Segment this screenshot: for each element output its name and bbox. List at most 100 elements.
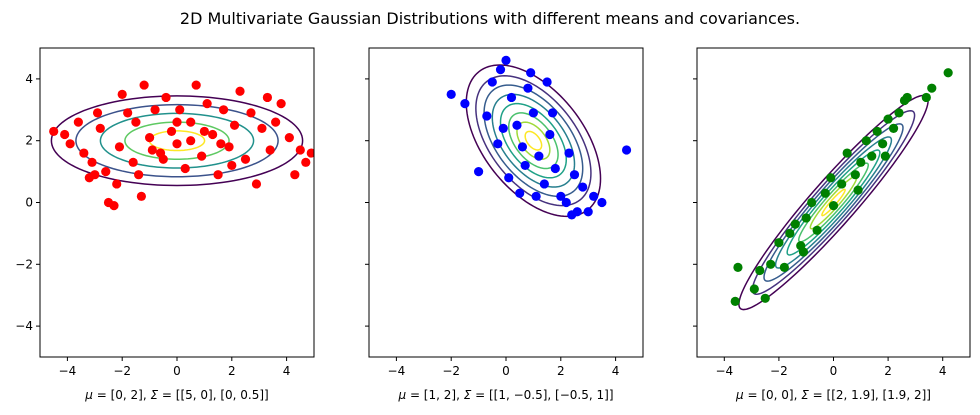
subplot-2: −4 −2 0 2 4 μ = [1, 2], Σ = [[1, −0.5], [−0.5… [365, 47, 644, 402]
scatter-point [512, 120, 522, 130]
scatter-point [186, 136, 196, 146]
contour-lines [738, 94, 929, 311]
scatter-point [180, 163, 190, 174]
scatter-point [213, 170, 223, 180]
scatter-point [572, 207, 582, 217]
scatter-point [101, 167, 111, 177]
scatter-point [921, 92, 931, 103]
scatter-point [295, 145, 305, 155]
scatter-point [147, 145, 157, 155]
scatter-point [779, 262, 789, 272]
scatter-point [790, 219, 800, 229]
contour-line [516, 121, 551, 160]
scatter-point [49, 126, 59, 137]
scatter-point [542, 77, 552, 87]
scatter-point [621, 145, 632, 155]
scatter-point [202, 99, 212, 109]
scatter-point [498, 123, 508, 133]
scatter-point [172, 139, 182, 149]
scatter-point [564, 148, 574, 158]
x-tick-label: 2 [228, 364, 236, 378]
scatter-point [730, 296, 740, 306]
x-tick-label: −2 [113, 364, 131, 378]
scatter-point [191, 80, 201, 90]
scatter-point [820, 188, 830, 198]
contour-line [786, 149, 881, 256]
scatter-point [60, 129, 70, 140]
scatter-point [216, 139, 226, 149]
contour-line [738, 94, 929, 311]
scatter-point [218, 105, 229, 115]
contour-line [763, 123, 904, 282]
x-tick-label: 4 [283, 364, 291, 378]
scatter-point [150, 105, 160, 115]
scatter-point [583, 207, 593, 217]
scatter-point [117, 89, 127, 99]
scatter-point [224, 142, 234, 152]
scatter-point [128, 157, 138, 167]
scatter-point [523, 83, 533, 93]
scatter-point [265, 145, 275, 155]
scatter-point [504, 173, 514, 183]
contour-line [475, 75, 592, 207]
scatter-point [271, 117, 281, 127]
scatter-point [812, 225, 822, 235]
scatter-point [92, 108, 103, 118]
scatter-point [880, 151, 890, 161]
x-tick-label: 0 [173, 364, 181, 378]
scatter-point [123, 108, 133, 118]
plot-area [730, 68, 953, 311]
scatter-point [872, 126, 882, 137]
y-tick-label: −4 [15, 319, 33, 333]
subplot-1: −4 −2 0 2 4 −4 −2 0 2 4 μ = [0, 2], Σ = [[5, 0], [… [15, 47, 315, 402]
contour-line [524, 130, 543, 151]
scatter-point [301, 157, 311, 167]
scatter-point [186, 117, 196, 127]
scatter-point [139, 80, 149, 90]
scatter-point [95, 123, 105, 133]
x-tick-label: −4 [388, 364, 406, 378]
contour-line [483, 84, 584, 198]
scatter-point [306, 148, 314, 158]
scatter-point [114, 142, 125, 152]
scatter-point [109, 200, 119, 211]
scatter-point [79, 148, 89, 158]
scatter-point [807, 197, 817, 208]
y-tick-label: 4 [25, 72, 33, 86]
scatter-point [850, 170, 860, 180]
y-tick-label: −2 [15, 257, 33, 271]
scatter-point [474, 167, 484, 177]
scatter-point [262, 92, 273, 103]
scatter-point [90, 170, 100, 180]
x-tick-label: −4 [715, 364, 733, 378]
x-axis-label: μ = [0, 2], Σ = [[5, 0], [0, 0.5]] [84, 388, 268, 402]
scatter-point [515, 188, 525, 198]
y-tick-label: 0 [25, 196, 33, 210]
x-tick-label: 2 [557, 364, 565, 378]
scatter-point [785, 228, 795, 238]
scatter-point [197, 151, 207, 161]
scatter-point [520, 160, 530, 171]
scatter-point [446, 89, 456, 99]
axes-frame [39, 47, 315, 358]
x-tick-label: −4 [59, 364, 77, 378]
scatter-point [257, 123, 267, 133]
scatter-point [856, 157, 866, 167]
scatter-point [853, 185, 863, 195]
scatter-point [927, 83, 937, 93]
figure-suptitle: 2D Multivariate Gaussian Distributions w… [180, 9, 800, 28]
scatter-point [528, 108, 539, 118]
x-tick-label: 2 [884, 364, 892, 378]
scatter-point [65, 139, 75, 149]
scatter-point [240, 154, 251, 164]
scatter-point [112, 179, 122, 189]
scatter-point [493, 139, 503, 149]
scatter-point [569, 170, 580, 180]
scatter-point [801, 213, 811, 223]
y-tick-label: 2 [25, 134, 33, 148]
scatter-point [161, 92, 171, 103]
scatter-point [842, 148, 852, 158]
scatter-points [730, 68, 953, 306]
scatter-point [597, 197, 607, 208]
